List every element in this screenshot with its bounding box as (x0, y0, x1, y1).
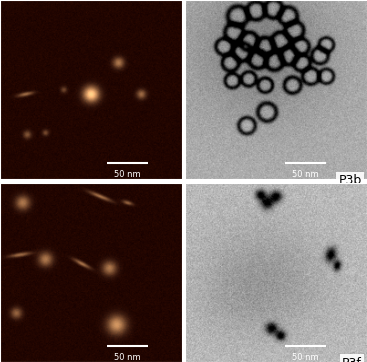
Text: 50 nm: 50 nm (114, 170, 141, 179)
Text: P3f: P3f (342, 357, 361, 362)
Text: 50 nm: 50 nm (292, 170, 319, 179)
Text: P3b: P3b (338, 174, 361, 187)
Text: 50 nm: 50 nm (114, 353, 141, 362)
Text: 50 nm: 50 nm (292, 353, 319, 362)
